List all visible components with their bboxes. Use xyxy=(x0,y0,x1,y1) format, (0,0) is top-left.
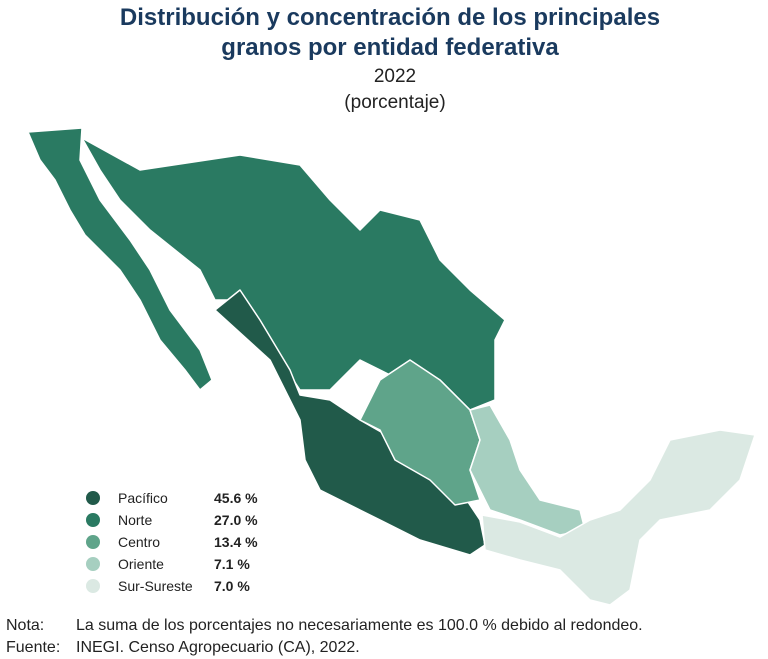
title-line: Distribución y concentración de los prin… xyxy=(120,4,660,31)
legend-swatch xyxy=(86,557,100,571)
source-label: Fuente: xyxy=(6,639,60,656)
legend-name: Pacífico xyxy=(118,490,168,506)
region-sur-sureste xyxy=(481,429,756,606)
title-line: granos por entidad federativa xyxy=(221,34,559,61)
legend-value: 45.6 % xyxy=(214,490,258,506)
region-norte xyxy=(27,127,213,391)
legend-value: 27.0 % xyxy=(214,512,258,528)
source: INEGI. Censo Agropecuario (CA), 2022. xyxy=(76,639,360,656)
region-pacifico xyxy=(214,289,486,556)
legend-swatch xyxy=(86,491,100,505)
map xyxy=(27,127,756,606)
year: 2022 xyxy=(374,66,416,87)
legend-name: Sur-Sureste xyxy=(118,578,193,594)
legend-name: Norte xyxy=(118,512,152,528)
unit: (porcentaje) xyxy=(344,92,445,113)
legend-swatch xyxy=(86,535,100,549)
legend-name: Centro xyxy=(118,534,160,550)
legend-name: Oriente xyxy=(118,556,164,572)
legend-swatch xyxy=(86,513,100,527)
note: La suma de los porcentajes no necesariam… xyxy=(76,617,643,634)
legend-swatch xyxy=(86,579,100,593)
legend-value: 13.4 % xyxy=(214,534,258,550)
legend-value: 7.1 % xyxy=(214,556,250,572)
legend-value: 7.0 % xyxy=(214,578,250,594)
note-label: Nota: xyxy=(6,617,44,634)
legend: Pacífico 45.6 % Norte 27.0 % Centro 13.4 % Ori… xyxy=(86,490,258,594)
region-centro xyxy=(359,359,481,506)
